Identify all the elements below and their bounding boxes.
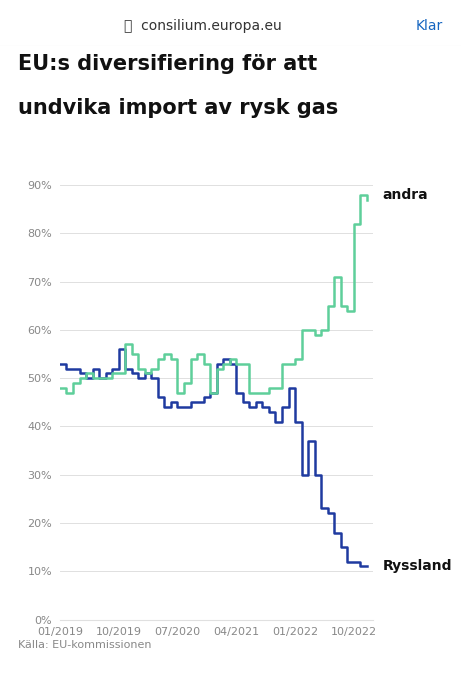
- Text: andra: andra: [383, 188, 428, 202]
- Text: EU:s diversifiering för att: EU:s diversifiering för att: [18, 54, 318, 74]
- Text: Källa: EU-kommissionen: Källa: EU-kommissionen: [18, 640, 152, 650]
- Text: undvika import av rysk gas: undvika import av rysk gas: [18, 98, 339, 118]
- Text: Klar: Klar: [415, 19, 443, 33]
- Text: Ryssland: Ryssland: [383, 559, 452, 573]
- Text: 🔒  consilium.europa.eu: 🔒 consilium.europa.eu: [124, 19, 282, 33]
